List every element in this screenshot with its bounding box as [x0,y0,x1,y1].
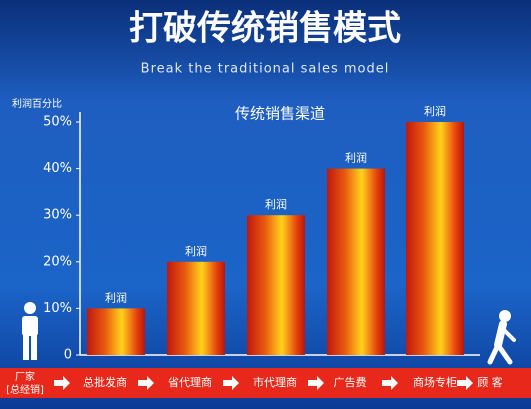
flow-arrow [138,376,154,390]
bar-label: 利润 [424,104,446,118]
flow-label: 省代理商 [168,375,212,389]
bar-label: 利润 [185,244,207,258]
bar [87,308,145,355]
bar [327,168,385,355]
bar-label: 利润 [105,290,127,304]
flow-arrow [308,376,324,390]
bar [406,122,464,355]
person-right [487,310,516,365]
y-tick-label: 30% [43,208,72,223]
flow-arrow [382,376,398,390]
flow-strip [0,368,531,398]
flow-label: 商场专柜 [413,375,457,389]
bar [167,261,225,355]
flow-arrow [54,376,70,390]
end-label: 顾 客 [477,375,503,389]
y-tick-label: 0 [64,348,72,363]
start-label: 厂家 [15,370,35,383]
bar [247,215,305,355]
flow-label: 广告费 [334,376,367,389]
y-axis-label: 利润百分比 [12,97,62,110]
flow-arrow [457,376,473,390]
person-left [22,302,38,360]
start-label: [总经销] [6,383,44,396]
flow-label: 市代理商 [253,375,297,389]
y-tick-label: 10% [43,301,72,316]
chart-title: 传统销售渠道 [235,105,325,123]
y-tick-label: 20% [43,254,72,269]
bar-label: 利润 [345,151,367,165]
bar-label: 利润 [265,197,287,211]
y-tick-label: 50% [43,115,72,130]
subtitle: Break the traditional sales model [141,62,390,77]
title: 打破传统销售模式 [129,9,401,49]
flow-label: 总批发商 [83,375,127,389]
flow-arrow [223,376,239,390]
y-tick-label: 40% [43,161,72,176]
